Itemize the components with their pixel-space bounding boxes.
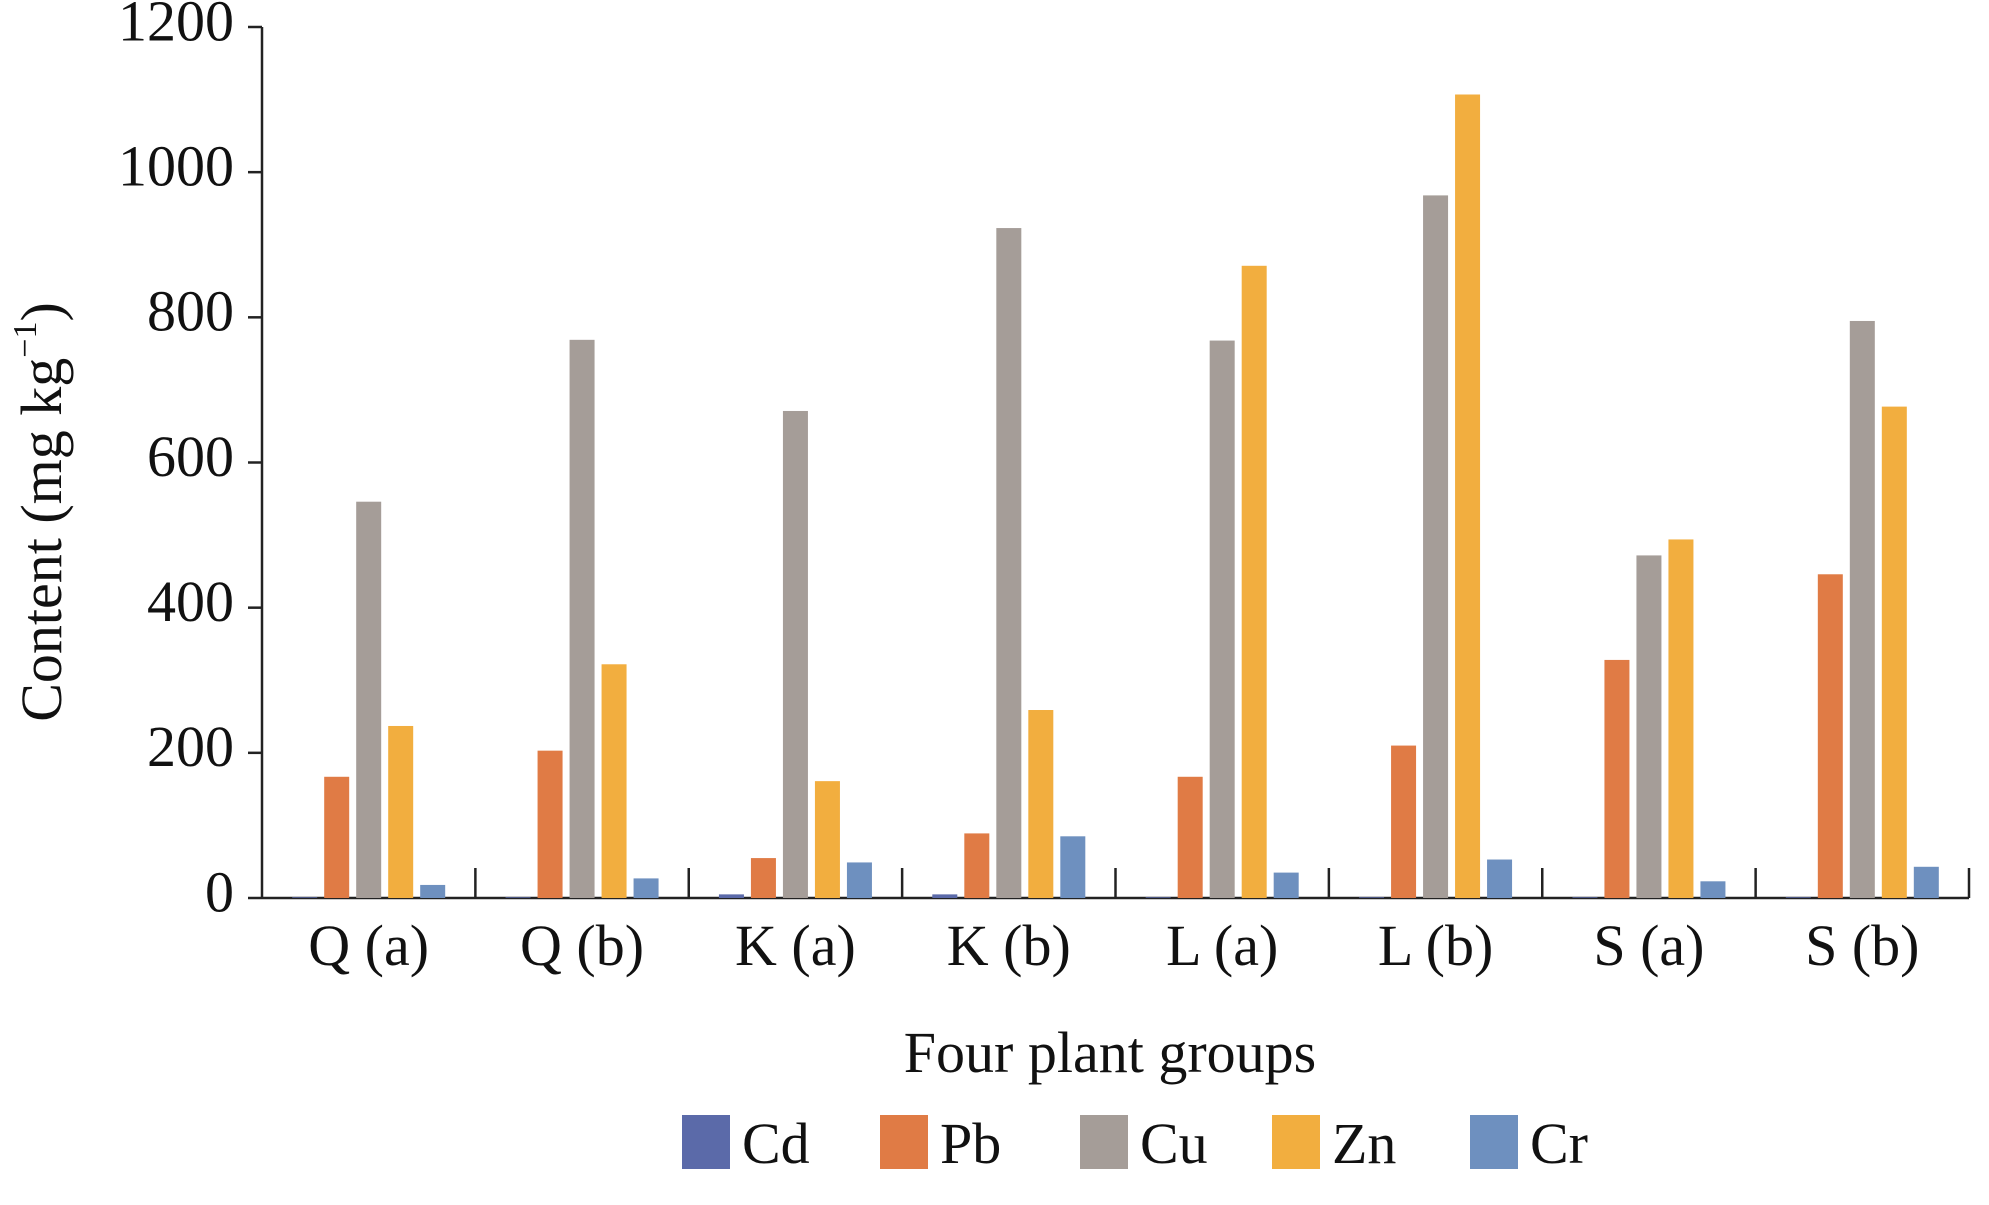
bars	[292, 94, 1939, 899]
bar-cr	[633, 878, 659, 898]
y-tick-label: 1000	[118, 133, 234, 198]
legend: Cd Pb Cu Zn Cr	[682, 1111, 1588, 1176]
y-axis-title-main: Content (mg kg	[9, 358, 74, 722]
bar-zn	[1881, 406, 1907, 898]
bar-cr	[1060, 836, 1086, 898]
y-tick-label: 800	[147, 279, 234, 344]
bar-cd	[718, 894, 744, 898]
bar-cu	[356, 501, 382, 898]
bar-zn	[1028, 710, 1054, 898]
x-tick-label: L (a)	[1166, 913, 1278, 978]
bar-zn	[601, 664, 627, 898]
x-tick-label: K (a)	[735, 913, 856, 978]
bar-cu	[1423, 195, 1449, 899]
bar-cd	[292, 897, 318, 898]
bar-cd	[1572, 897, 1598, 898]
x-tick-label: L (b)	[1378, 913, 1493, 978]
legend-label-pb: Pb	[940, 1111, 1001, 1176]
y-tick-label: 200	[147, 714, 234, 779]
bar-cr	[846, 862, 872, 898]
bar-cd	[1785, 897, 1811, 898]
bar-pb	[1604, 659, 1630, 898]
bar-pb	[750, 858, 776, 898]
bar-cu	[996, 228, 1022, 898]
bar-pb	[1391, 745, 1417, 898]
x-tick-label: Q (a)	[308, 913, 429, 978]
bar-pb	[964, 833, 990, 898]
bar-zn	[388, 725, 414, 898]
x-tick-label: S (b)	[1805, 913, 1919, 978]
bar-pb	[1177, 776, 1203, 898]
legend-label-cr: Cr	[1530, 1111, 1588, 1176]
legend-swatch-cd	[682, 1115, 730, 1169]
bar-cu	[1849, 320, 1875, 898]
bar-cr	[1700, 881, 1726, 898]
legend-label-cu: Cu	[1140, 1111, 1208, 1176]
legend-swatch-zn	[1272, 1115, 1320, 1169]
bar-pb	[1817, 574, 1843, 898]
y-axis-title: Content (mg kg−1)	[7, 302, 75, 722]
x-tick-label: S (a)	[1593, 913, 1704, 978]
svg-text:Content (mg kg−1): Content (mg kg−1)	[7, 302, 75, 722]
y-axis: 0 200 400 600 800 1000 1200	[118, 0, 264, 924]
bar-zn	[1455, 94, 1481, 898]
y-tick-label: 0	[205, 859, 234, 924]
x-tick-label: Q (b)	[520, 913, 644, 978]
bar-cr	[1913, 866, 1939, 898]
y-tick-label: 1200	[118, 0, 234, 53]
bar-cd	[505, 897, 531, 898]
y-tick-label: 600	[147, 424, 234, 489]
bar-pb	[537, 750, 563, 898]
x-axis-title: Four plant groups	[904, 1020, 1316, 1085]
bar-cu	[1636, 555, 1662, 898]
bar-cd	[1145, 897, 1171, 898]
bar-cr	[1273, 872, 1299, 898]
y-axis-title-close: )	[9, 302, 74, 321]
legend-swatch-pb	[880, 1115, 928, 1169]
bar-zn	[814, 781, 840, 898]
bar-pb	[324, 776, 350, 898]
bar-cd	[1359, 897, 1385, 898]
y-axis-title-superscript: −1	[7, 322, 44, 358]
bar-cr	[420, 884, 446, 898]
bar-cr	[1487, 859, 1513, 898]
x-tick-label: K (b)	[947, 913, 1071, 978]
x-axis: Q (a) Q (b) K (a) K (b) L (a) L (b) S (a) S (b)	[262, 868, 1971, 978]
bar-cu	[782, 410, 808, 898]
bar-cu	[569, 339, 595, 898]
legend-label-zn: Zn	[1332, 1111, 1396, 1176]
bar-cu	[1209, 340, 1235, 898]
legend-label-cd: Cd	[742, 1111, 810, 1176]
bar-zn	[1241, 265, 1267, 898]
legend-swatch-cr	[1470, 1115, 1518, 1169]
bar-cd	[932, 894, 958, 898]
legend-swatch-cu	[1080, 1115, 1128, 1169]
bar-zn	[1668, 539, 1694, 898]
y-tick-label: 400	[147, 569, 234, 634]
